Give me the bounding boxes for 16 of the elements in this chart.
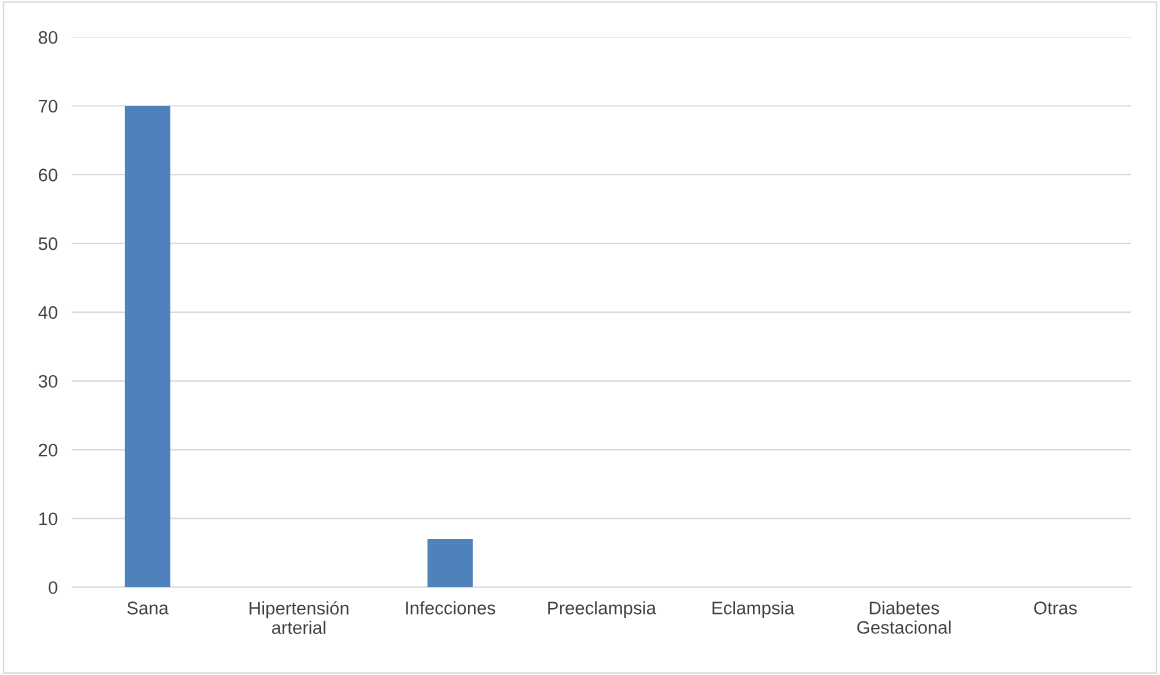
y-tick-label: 60	[38, 168, 58, 182]
y-tick-label: 40	[38, 306, 58, 319]
x-tick-label: Sana	[127, 601, 169, 615]
x-tick-label: Diabetes Gestacional	[857, 601, 951, 634]
x-tick-label: Eclampsia	[712, 601, 795, 618]
y-tick-label: 0	[48, 581, 58, 594]
y-tick-label: 70	[38, 99, 58, 113]
x-tick-label: Otras	[1034, 601, 1077, 615]
y-tick-label: 20	[38, 443, 58, 457]
y-tick-label: 10	[39, 512, 58, 526]
y-tick-label: 50	[38, 237, 58, 251]
x-tick-label: Infecciones	[406, 601, 496, 615]
x-tick-label: Preeclampsia	[548, 601, 657, 618]
y-tick-label: 30	[38, 374, 58, 388]
y-tick-label: 80	[38, 31, 58, 44]
x-tick-label: Hipertensión arterial	[249, 601, 349, 635]
